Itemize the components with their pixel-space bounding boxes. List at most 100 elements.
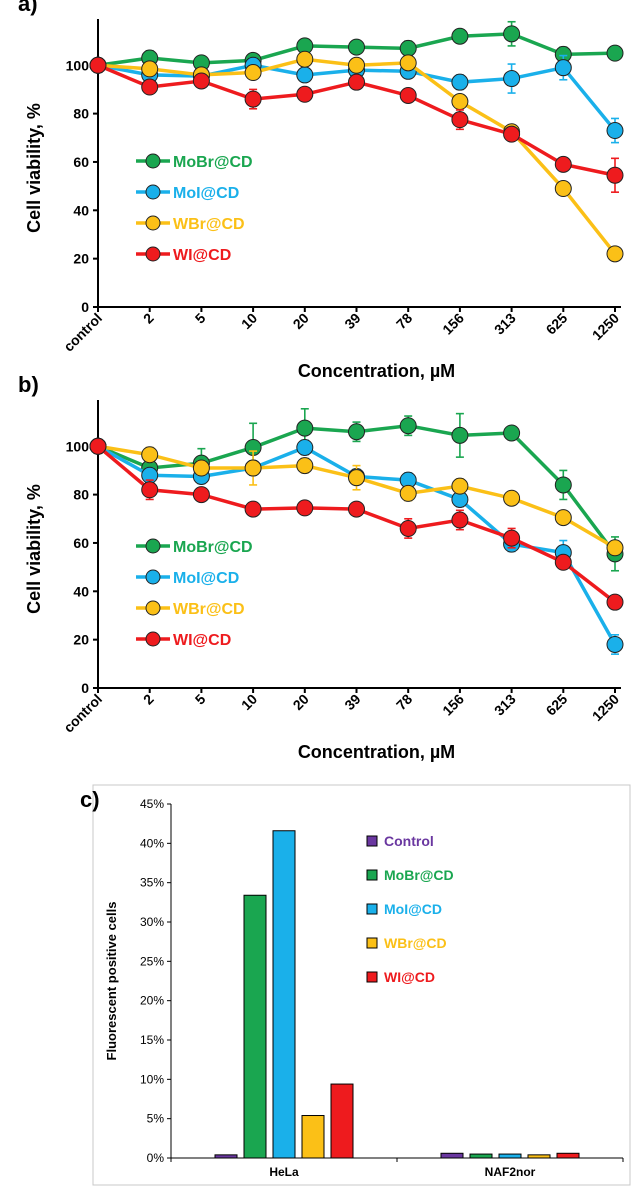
data-point [606, 122, 624, 140]
panel-label: b) [18, 372, 39, 397]
legend-label: MoI@CD [173, 570, 239, 587]
data-point [399, 519, 417, 537]
data-point [141, 446, 159, 464]
bar [330, 1083, 354, 1159]
data-point [244, 90, 262, 108]
legend-swatch [366, 971, 378, 983]
data-point [399, 417, 417, 435]
data-point [89, 437, 107, 455]
legend-swatch [366, 869, 378, 881]
bar [272, 830, 296, 1159]
legend-label: WBr@CD [173, 216, 245, 233]
y-tick-label: 80 [73, 487, 89, 503]
data-point [296, 419, 314, 437]
data-point [244, 64, 262, 82]
x-tick-label: 1250 [589, 310, 622, 343]
y-tick-label: 40 [73, 202, 89, 218]
data-point [503, 424, 521, 442]
legend-label: MoI@CD [173, 185, 239, 202]
legend-marker [145, 184, 161, 200]
panel-b-chart: b) 0 20 40 60 80 100 control 2 5 10 20 39 78 156 313 625… [18, 372, 624, 762]
data-point [606, 166, 624, 184]
x-tick-label: 10 [238, 310, 260, 332]
data-point [554, 553, 572, 571]
legend-marker [145, 153, 161, 169]
legend-label: MoI@CD [384, 901, 442, 917]
data-point [554, 59, 572, 77]
x-tick-label: 2 [140, 310, 157, 327]
data-point [451, 73, 469, 91]
legend-swatch [366, 835, 378, 847]
y-tick-label: 0 [81, 299, 89, 315]
y-axis-title: Cell viability, % [24, 484, 44, 614]
x-tick-label: 156 [439, 310, 467, 338]
data-point [141, 78, 159, 96]
y-tick-label: 25% [140, 954, 164, 968]
y-tick-label: 35% [140, 876, 164, 890]
y-tick-label: 30% [140, 915, 164, 929]
y-tick-label: 80 [73, 106, 89, 122]
data-point [296, 85, 314, 103]
data-point [606, 593, 624, 611]
x-tick-label: NAF2nor [485, 1165, 536, 1179]
x-axis-title: Concentration, µM [298, 742, 455, 762]
bar [214, 1154, 238, 1159]
y-tick-label: 100 [66, 57, 90, 73]
y-tick-label: 5% [147, 1112, 165, 1126]
bar [556, 1152, 580, 1159]
x-tick-label: 1250 [589, 691, 622, 724]
data-point [348, 423, 365, 441]
y-tick-label: 10% [140, 1072, 164, 1086]
x-tick-label: 20 [290, 310, 312, 332]
data-point [503, 529, 521, 547]
y-tick-label: 0 [81, 680, 89, 696]
data-point [192, 459, 210, 477]
data-point [606, 245, 624, 263]
legend-marker [145, 215, 161, 231]
y-tick-label: 0% [147, 1151, 165, 1165]
legend-label: Control [384, 833, 434, 849]
legend-label: WBr@CD [173, 601, 245, 618]
x-tick-label: 5 [192, 691, 209, 708]
legend-label: MoBr@CD [173, 154, 253, 171]
y-axis-title: Fluorescent positive cells [104, 902, 119, 1061]
x-tick-label: control [60, 691, 105, 736]
x-tick-label: 78 [393, 310, 415, 332]
data-point [141, 481, 159, 499]
x-tick-label: 78 [393, 691, 415, 713]
bar [469, 1153, 493, 1159]
panel-label: a) [18, 0, 38, 16]
data-point [503, 489, 521, 507]
legend-marker [145, 569, 161, 585]
data-point [399, 86, 417, 104]
series-line [97, 444, 616, 550]
y-tick-label: 100 [66, 438, 90, 454]
data-point [348, 73, 365, 91]
data-point [503, 25, 521, 43]
data-point [244, 500, 262, 518]
data-point [451, 27, 469, 45]
x-tick-label: 156 [439, 691, 467, 719]
y-tick-label: 20 [73, 632, 89, 648]
legend-label: MoBr@CD [173, 539, 253, 556]
x-tick-label: 5 [192, 310, 209, 327]
data-point [244, 459, 262, 477]
data-point [192, 486, 210, 504]
x-axis-title: Concentration, µM [298, 361, 455, 381]
data-point [606, 539, 624, 557]
data-point [503, 125, 521, 143]
y-axis-title: Cell viability, % [24, 103, 44, 233]
chart-frame [92, 784, 631, 1186]
data-point [296, 457, 314, 475]
data-point [348, 469, 365, 487]
data-point [89, 56, 107, 74]
data-point [296, 50, 314, 68]
data-point [554, 180, 572, 198]
data-point [296, 66, 314, 84]
legend-label: MoBr@CD [384, 867, 454, 883]
legend-label: WI@CD [173, 632, 231, 649]
x-tick-label: 20 [290, 691, 312, 713]
data-point [451, 511, 469, 529]
legend-label: WBr@CD [384, 935, 447, 951]
